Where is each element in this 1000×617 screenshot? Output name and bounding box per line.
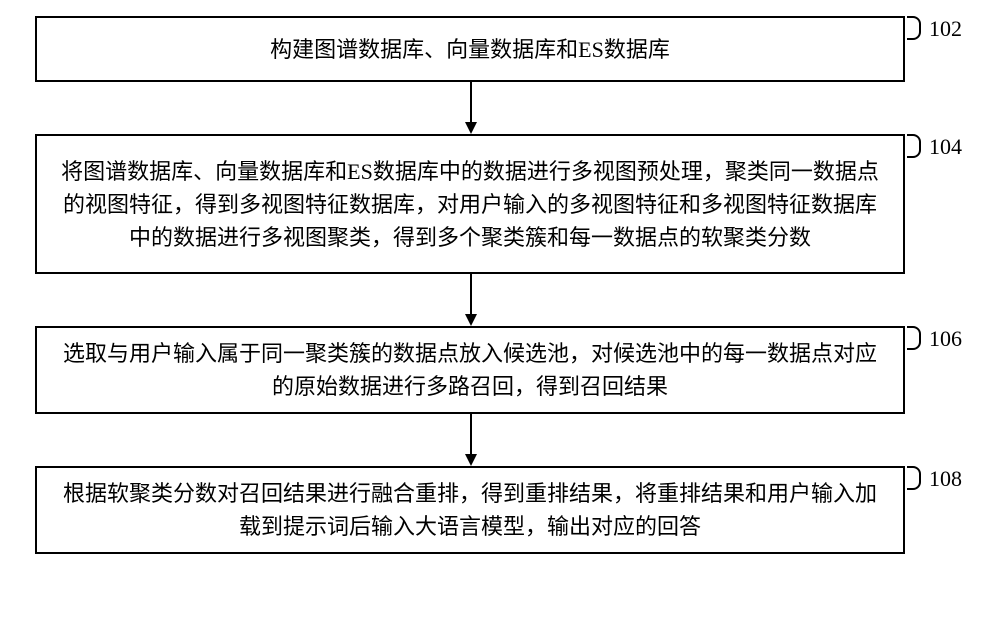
flowchart-node-104: 将图谱数据库、向量数据库和ES数据库中的数据进行多视图预处理，聚类同一数据点的视… [35,134,905,274]
flowchart-arrow [470,414,472,466]
flowchart-node-102: 构建图谱数据库、向量数据库和ES数据库 [35,16,905,82]
label-bracket-102 [907,16,921,40]
node-text: 选取与用户输入属于同一聚类簇的数据点放入候选池，对候选池中的每一数据点对应的原始… [57,337,883,403]
label-bracket-106 [907,326,921,350]
arrow-line [470,274,472,316]
node-label-108: 108 [929,466,962,492]
flowchart-container: 构建图谱数据库、向量数据库和ES数据库 102 将图谱数据库、向量数据库和ES数… [0,0,1000,617]
flowchart-arrow [470,274,472,326]
node-text: 构建图谱数据库、向量数据库和ES数据库 [270,33,670,66]
arrow-head-icon [465,454,477,466]
flowchart-node-106: 选取与用户输入属于同一聚类簇的数据点放入候选池，对候选池中的每一数据点对应的原始… [35,326,905,414]
arrow-head-icon [465,122,477,134]
node-label-106: 106 [929,326,962,352]
node-text: 根据软聚类分数对召回结果进行融合重排，得到重排结果，将重排结果和用户输入加载到提… [57,477,883,543]
arrow-line [470,414,472,456]
arrow-head-icon [465,314,477,326]
label-bracket-108 [907,466,921,490]
node-label-104: 104 [929,134,962,160]
flowchart-node-108: 根据软聚类分数对召回结果进行融合重排，得到重排结果，将重排结果和用户输入加载到提… [35,466,905,554]
node-text: 将图谱数据库、向量数据库和ES数据库中的数据进行多视图预处理，聚类同一数据点的视… [57,155,883,254]
label-bracket-104 [907,134,921,158]
arrow-line [470,82,472,124]
flowchart-arrow [470,82,472,134]
node-label-102: 102 [929,16,962,42]
